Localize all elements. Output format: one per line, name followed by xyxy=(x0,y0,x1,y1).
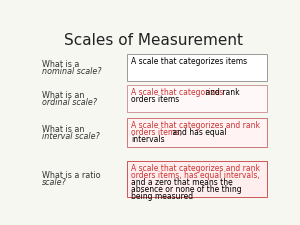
Text: orders items, has equal intervals,: orders items, has equal intervals, xyxy=(131,171,260,180)
Text: A scale that categorizes items: A scale that categorizes items xyxy=(131,57,247,66)
FancyBboxPatch shape xyxy=(127,161,266,197)
Text: intervals: intervals xyxy=(131,135,165,144)
FancyBboxPatch shape xyxy=(127,118,266,146)
Text: nominal scale?: nominal scale? xyxy=(42,67,102,76)
Text: A scale that categorizes and rank: A scale that categorizes and rank xyxy=(131,121,260,130)
Text: What is an: What is an xyxy=(42,125,85,134)
FancyBboxPatch shape xyxy=(127,54,266,81)
Text: and rank: and rank xyxy=(203,88,239,97)
Text: absence or none of the thing: absence or none of the thing xyxy=(131,185,242,194)
Text: orders items: orders items xyxy=(131,95,179,104)
Text: What is a ratio: What is a ratio xyxy=(42,171,101,180)
Text: A scale that categorizes: A scale that categorizes xyxy=(131,88,224,97)
Text: and a zero that means the: and a zero that means the xyxy=(131,178,233,187)
Text: What is a: What is a xyxy=(42,60,80,69)
Text: being measured: being measured xyxy=(131,192,193,201)
FancyBboxPatch shape xyxy=(127,85,266,112)
Text: orders items,: orders items, xyxy=(131,128,182,137)
Text: interval scale?: interval scale? xyxy=(42,132,100,141)
Text: Scales of Measurement: Scales of Measurement xyxy=(64,33,243,48)
Text: What is an: What is an xyxy=(42,91,85,100)
Text: and has equal: and has equal xyxy=(170,128,227,137)
Text: A scale that categorizes and rank: A scale that categorizes and rank xyxy=(131,164,260,173)
Text: ordinal scale?: ordinal scale? xyxy=(42,98,97,107)
Text: scale?: scale? xyxy=(42,178,67,187)
